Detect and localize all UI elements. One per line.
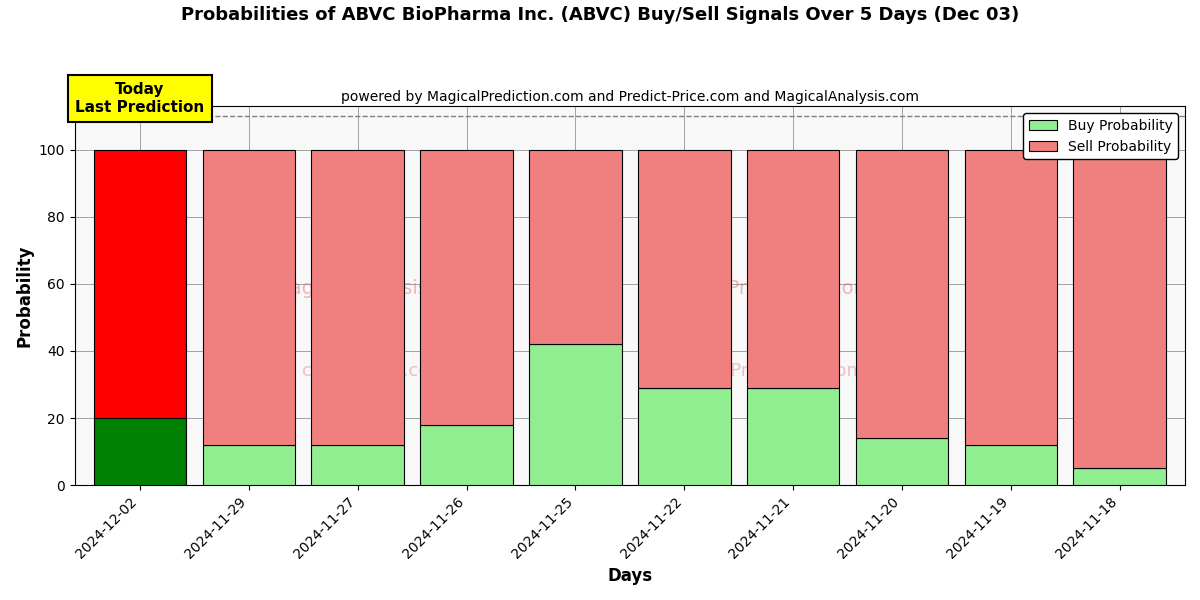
Bar bbox=[420, 425, 512, 485]
Text: MagicalAnalysis.com: MagicalAnalysis.com bbox=[274, 278, 476, 298]
Bar bbox=[94, 418, 186, 485]
Bar bbox=[529, 150, 622, 344]
Bar bbox=[638, 388, 731, 485]
Bar bbox=[203, 150, 295, 445]
Bar bbox=[312, 445, 404, 485]
Y-axis label: Probability: Probability bbox=[16, 244, 34, 347]
Text: MagicalPrediction.com: MagicalPrediction.com bbox=[661, 362, 864, 380]
Bar bbox=[746, 388, 839, 485]
Bar bbox=[203, 445, 295, 485]
Text: MagicalPrediction.com: MagicalPrediction.com bbox=[653, 278, 872, 298]
Bar bbox=[746, 150, 839, 388]
Bar bbox=[1074, 469, 1166, 485]
Bar bbox=[94, 150, 186, 418]
Bar bbox=[1074, 150, 1166, 469]
Bar bbox=[965, 445, 1057, 485]
Bar bbox=[856, 438, 948, 485]
Bar bbox=[312, 150, 404, 445]
Bar bbox=[856, 150, 948, 438]
Bar bbox=[529, 344, 622, 485]
X-axis label: Days: Days bbox=[607, 567, 653, 585]
Title: powered by MagicalPrediction.com and Predict-Price.com and MagicalAnalysis.com: powered by MagicalPrediction.com and Pre… bbox=[341, 89, 919, 104]
Bar bbox=[638, 150, 731, 388]
Bar bbox=[420, 150, 512, 425]
Text: calAnalysis.com: calAnalysis.com bbox=[302, 362, 446, 380]
Text: Probabilities of ABVC BioPharma Inc. (ABVC) Buy/Sell Signals Over 5 Days (Dec 03: Probabilities of ABVC BioPharma Inc. (AB… bbox=[181, 6, 1019, 24]
Text: Today
Last Prediction: Today Last Prediction bbox=[76, 82, 204, 115]
Bar bbox=[965, 150, 1057, 445]
Legend: Buy Probability, Sell Probability: Buy Probability, Sell Probability bbox=[1024, 113, 1178, 159]
